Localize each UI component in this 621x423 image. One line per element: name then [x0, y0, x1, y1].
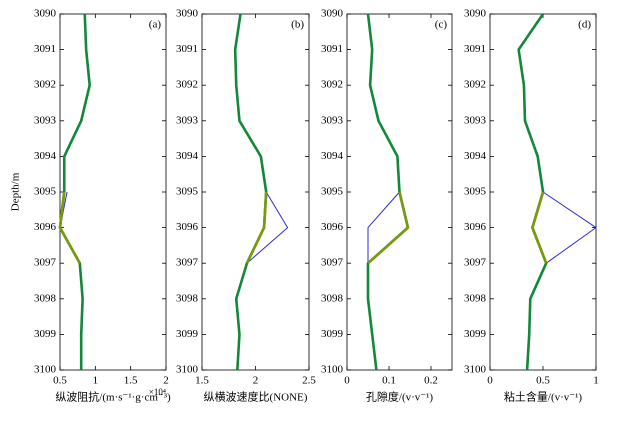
- x-tick-label: 0.5: [536, 375, 550, 387]
- x-axis-label: 纵波阻抗/(m·s⁻¹·g·cm⁻³): [55, 390, 171, 404]
- y-tick-label: 3097: [321, 257, 344, 269]
- y-tick-label: 3091: [176, 43, 198, 55]
- y-tick-label: 3100: [464, 364, 487, 376]
- data-line: [531, 191, 548, 264]
- x-tick-label: 1.5: [195, 375, 209, 387]
- y-tick-label: 3098: [34, 292, 57, 304]
- x-tick-label: 0: [344, 375, 350, 387]
- y-tick-label: 3090: [34, 8, 57, 20]
- y-tick-label: 3098: [176, 292, 199, 304]
- y-tick-label: 3090: [321, 8, 344, 20]
- y-tick-label: 3096: [176, 221, 199, 233]
- y-tick-label: 3098: [464, 292, 487, 304]
- data-line: [58, 13, 91, 370]
- y-tick-label: 3091: [34, 43, 56, 55]
- y-tick-label: 3096: [464, 221, 487, 233]
- x-axis-label: 纵横波速度比(NONE): [204, 390, 308, 404]
- x-tick-label: 2: [163, 375, 169, 387]
- y-tick-label: 3091: [321, 43, 343, 55]
- y-tick-label: 3092: [34, 79, 56, 91]
- y-tick-label: 3098: [321, 292, 344, 304]
- y-tick-label: 3100: [321, 364, 344, 376]
- x-axis-label: 粘土含量/(v·v⁻¹): [504, 390, 582, 404]
- data-line: [246, 191, 289, 264]
- data-line: [366, 13, 410, 371]
- y-tick-label: 3099: [176, 328, 199, 340]
- data-line: [542, 191, 597, 264]
- y-tick-label: 3095: [176, 186, 199, 198]
- data-line: [367, 191, 410, 265]
- y-tick-label: 3092: [176, 79, 198, 91]
- data-line: [367, 191, 400, 264]
- plot-frame: [201, 13, 310, 371]
- y-tick-label: 3097: [176, 257, 199, 269]
- data-line: [58, 191, 81, 264]
- y-tick-label: 3094: [34, 150, 57, 162]
- y-axis-label: Depth/m: [10, 172, 22, 211]
- y-tick-label: 3099: [321, 328, 344, 340]
- data-line: [233, 13, 268, 371]
- y-tick-label: 3090: [464, 8, 487, 20]
- x-tick-label: 0.2: [424, 375, 438, 387]
- panel-label: (b): [291, 19, 304, 31]
- y-tick-label: 3093: [34, 114, 57, 126]
- y-tick-label: 3096: [34, 221, 57, 233]
- x-tick-label: 0: [487, 375, 493, 387]
- y-tick-label: 3093: [464, 114, 487, 126]
- x-tick-label: 1.5: [124, 375, 138, 387]
- y-tick-label: 3097: [34, 257, 57, 269]
- y-tick-label: 3097: [464, 257, 487, 269]
- y-tick-label: 3090: [176, 8, 199, 20]
- y-tick-label: 3093: [176, 114, 199, 126]
- y-tick-label: 3092: [464, 79, 486, 91]
- y-tick-label: 3100: [34, 364, 57, 376]
- y-tick-label: 3099: [34, 328, 57, 340]
- panel-label: (a): [149, 19, 162, 31]
- x-axis-label: 孔隙度/(v·v⁻¹): [366, 390, 433, 404]
- x-tick-label: 0.5: [53, 375, 67, 387]
- data-line: [245, 191, 268, 264]
- y-tick-label: 3095: [321, 186, 344, 198]
- y-tick-label: 3100: [176, 364, 199, 376]
- panel-label: (d): [578, 19, 591, 31]
- y-tick-label: 3095: [464, 186, 487, 198]
- x-exponent: ×10⁴: [149, 387, 166, 397]
- y-tick-label: 3094: [464, 150, 487, 162]
- x-tick-label: 0.1: [382, 375, 396, 387]
- plot-frame: [59, 13, 167, 371]
- y-tick-label: 3094: [176, 150, 199, 162]
- y-tick-label: 3092: [321, 79, 343, 91]
- x-tick-label: 2: [253, 375, 259, 387]
- y-tick-label: 3094: [321, 150, 344, 162]
- y-tick-label: 3091: [464, 43, 486, 55]
- x-tick-label: 1: [593, 375, 599, 387]
- x-tick-label: 2.5: [302, 375, 316, 387]
- y-tick-label: 3096: [321, 221, 344, 233]
- panel-label: (c): [435, 19, 448, 31]
- x-tick-label: 1: [93, 375, 99, 387]
- y-tick-label: 3095: [34, 186, 57, 198]
- y-tick-label: 3093: [321, 114, 344, 126]
- y-tick-label: 3099: [464, 328, 487, 340]
